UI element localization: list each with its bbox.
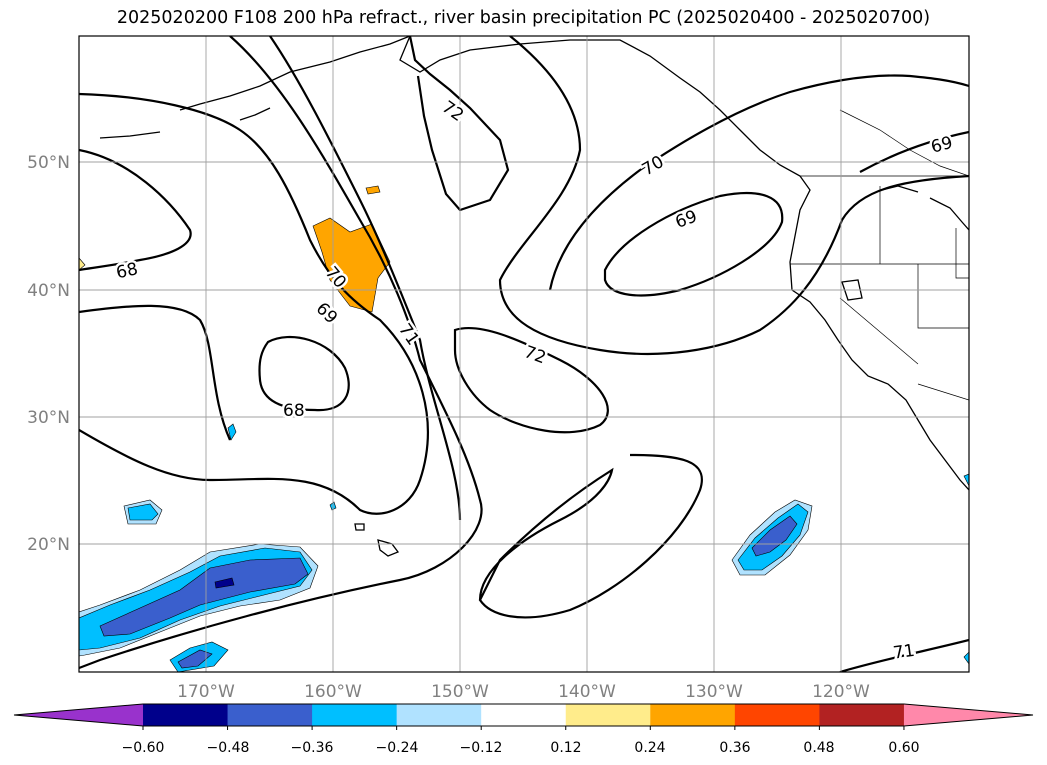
colorbar-segment [734,704,820,726]
colorbar-tick: −0.12 [460,740,503,756]
lat-label: 50°N [27,153,70,173]
colorbar-tick: 0.48 [803,740,834,756]
lat-label: 40°N [27,281,70,301]
lon-labels: 170°W 160°W 150°W 140°W 130°W 120°W [177,682,870,702]
contour-72-north [408,36,510,212]
contour-low-east [478,453,703,619]
contour-69-east [603,192,784,297]
contours [79,36,969,672]
colorbar [13,703,1034,730]
colorbar-segment [143,704,229,726]
contour-70-east [548,74,969,291]
colorbar-tick: 0.36 [719,740,750,756]
lat-label: 30°N [27,408,70,428]
contour-labels: 72 70 69 68 70 69 71 72 68 69 71 [112,95,958,666]
gridlines [79,36,969,672]
shaded-field [79,185,969,672]
colorbar-tick: 0.60 [888,740,919,756]
colorbar-ticks: −0.60 −0.48 −0.36 −0.24 −0.12 0.12 0.24 … [122,740,920,756]
contour-label: 71 [892,641,916,664]
lon-label: 170°W [177,682,235,702]
map-frame [78,35,970,673]
colorbar-segment [565,704,651,726]
colorbar-tick: −0.24 [376,740,419,756]
colorbar-tick: −0.36 [291,740,334,756]
contour-71-south [839,638,969,672]
lon-label: 130°W [685,682,743,702]
contour-71 [79,36,483,670]
contour-69-ne [859,130,969,173]
colorbar-segment [312,704,398,726]
colorbar-extend-high [903,704,1033,726]
contour-68-island [258,335,350,412]
lat-label: 20°N [27,535,70,555]
lon-label: 150°W [431,682,489,702]
colorbar-segment [819,704,905,726]
colorbar-segment [396,704,482,726]
colorbar-segment [227,704,313,726]
colorbar-tick: −0.60 [122,740,165,756]
colorbar-segment [650,704,736,726]
contour-71-east [498,36,969,355]
colorbar-tick: 0.24 [634,740,665,756]
map-title: 2025020200 F108 200 hPa refract., river … [116,8,931,28]
coastlines [99,36,969,557]
contour-69-west [79,148,192,272]
contour-70-west [79,92,429,515]
lon-label: 120°W [812,682,870,702]
lon-label: 160°W [304,682,362,702]
contour-72-center [453,326,609,434]
colorbar-tick: 0.12 [550,740,581,756]
lon-label: 140°W [558,682,616,702]
colorbar-tick: −0.48 [207,740,250,756]
colorbar-segment [481,704,567,726]
colorbar-extend-low [14,704,143,726]
lat-labels: 50°N 40°N 30°N 20°N [27,153,70,555]
contour-label: 68 [283,401,305,421]
contour-70-center [269,36,462,521]
contour-68-west [79,304,232,441]
